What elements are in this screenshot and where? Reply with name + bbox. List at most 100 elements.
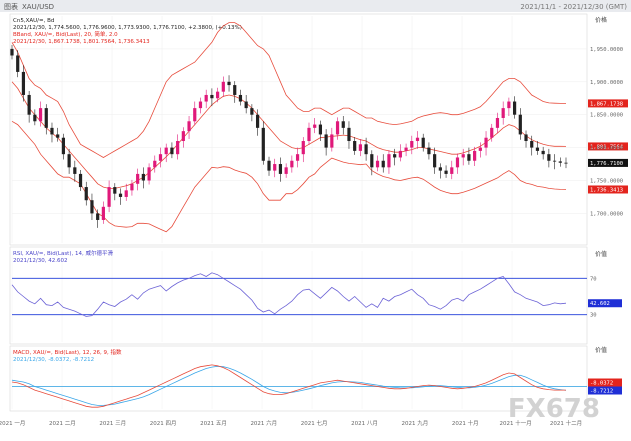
date-range: 2021/11/1 - 2021/12/30 (GMT): [520, 3, 627, 11]
rsi-info-line1: RSI, XAU/=, Bid(Last), 14, 威尔德平滑: [13, 249, 113, 257]
candle-body: [375, 160, 380, 168]
macd-unit: 价值: [595, 346, 607, 354]
rsi-line: [11, 272, 567, 317]
candle-body: [170, 147, 174, 155]
candle-body: [56, 134, 60, 138]
candle-body: [547, 154, 551, 161]
candle-body: [16, 55, 20, 72]
candle-body: [450, 167, 454, 174]
candle-body: [176, 141, 180, 155]
candle-body: [404, 147, 408, 151]
main-price-badges: 1,867.1738 1,801.7564 1,776.7100 1,736.3413…: [588, 47, 628, 217]
candle-body: [427, 147, 431, 155]
candle-body: [415, 137, 420, 142]
candle-body: [147, 167, 151, 181]
x-axis-label: 2021 二月: [49, 420, 76, 427]
rsi-unit: 价值: [595, 250, 607, 258]
macd-badge-label: -8.0372: [590, 381, 613, 387]
macd-badge: [588, 378, 622, 387]
candle-body: [301, 141, 305, 155]
macd-line: [11, 364, 566, 408]
price-badge: [588, 158, 628, 167]
candle-body: [467, 154, 471, 161]
candle-body: [421, 137, 425, 148]
x-axis-label: 2021 一月: [0, 420, 25, 427]
candle-body: [307, 127, 311, 142]
macd-panel: [9, 345, 588, 412]
candle-body: [227, 81, 231, 86]
x-axis-label: 2021 七月: [301, 419, 328, 427]
candle-body: [507, 101, 511, 109]
candle-body: [101, 206, 105, 220]
x-axis-label: 2021 五月: [200, 420, 227, 427]
candle-body: [78, 173, 83, 188]
candle-body: [216, 91, 220, 99]
candle-body: [273, 164, 277, 171]
x-axis-label: 2021 八月: [351, 420, 378, 427]
candle-body: [244, 101, 248, 109]
header-bar: [0, 0, 631, 12]
candle-body: [490, 127, 494, 138]
candle-body: [141, 173, 145, 181]
header-tag: XAU/USD: [22, 3, 54, 11]
candle-body: [38, 108, 43, 122]
candle-body: [444, 170, 448, 174]
main-unit: 价格: [595, 16, 607, 24]
price-badge: [588, 185, 628, 194]
candle-body: [67, 154, 71, 168]
candle-body: [187, 121, 191, 132]
candle-body: [164, 147, 168, 155]
candle-body: [10, 48, 14, 56]
x-axis-label: 2021 四月: [150, 420, 177, 427]
x-axis-label: 2021 九月: [402, 419, 429, 427]
candle-body: [124, 190, 128, 197]
candle-body: [552, 160, 557, 162]
bband-upper-line: [11, 22, 566, 158]
candle-body: [324, 134, 328, 148]
bband-middle-line: [11, 81, 567, 189]
candle-body: [284, 167, 288, 174]
rsi-badge-label: 42.602: [590, 301, 610, 307]
candle-body: [524, 134, 528, 142]
candle-body: [50, 127, 54, 135]
candle-body: [118, 193, 123, 197]
candle-body: [33, 114, 37, 122]
rsi-axis-label: 30: [590, 313, 597, 319]
candle-body: [473, 150, 477, 161]
candle-body: [410, 141, 414, 148]
macd-lines: [11, 364, 587, 408]
watermark: FX678: [508, 394, 600, 424]
rsi-info-line2: 2021/12/30, 42.602: [13, 258, 67, 264]
candle-body: [158, 154, 163, 161]
candle-body: [341, 121, 345, 128]
rsi-badge: [588, 299, 622, 308]
candle-body: [455, 157, 460, 168]
bb-info-line2: 2021/12/30, 1,867.1738, 1,801.7564, 1,73…: [13, 39, 150, 45]
candle-body: [433, 154, 437, 168]
candle-body: [267, 160, 271, 171]
candle-body: [495, 117, 500, 128]
x-axis-label: 2021 十一月: [500, 419, 532, 427]
candle-body: [398, 150, 402, 158]
candle-body: [261, 127, 265, 161]
macd-info-line1: MACD, XAU/=, Bid(Last), 12, 26, 9, 指数: [13, 348, 122, 356]
candle-body: [535, 147, 540, 151]
candle-body: [501, 108, 505, 118]
candle-body: [21, 71, 26, 95]
price-badge: [588, 99, 628, 108]
candle-body: [330, 134, 334, 148]
candle-body: [393, 154, 397, 158]
price-axis-label: 1,800.0000: [590, 146, 623, 152]
candle-body: [318, 124, 323, 135]
candle-body: [204, 94, 208, 102]
candle-body: [541, 150, 545, 155]
macd-badge: [588, 386, 622, 395]
candle-body: [518, 114, 522, 135]
candle-body: [233, 85, 237, 95]
candle-body: [238, 94, 243, 102]
main-grid: [11, 16, 587, 243]
candle-body: [84, 187, 88, 201]
price-axis-label: 1,850.0000: [590, 113, 623, 119]
x-axis-label: 2021 三月: [99, 420, 126, 427]
price-axis-label: 1,700.0000: [590, 211, 623, 217]
